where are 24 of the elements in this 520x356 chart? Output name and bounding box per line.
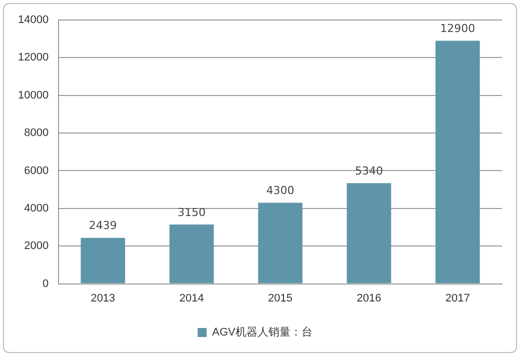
y-tick-label: 2000 [24, 240, 49, 252]
bar [258, 202, 302, 284]
y-tick-label: 14000 [18, 14, 49, 26]
bar [169, 224, 214, 284]
legend-label: AGV机器人销量：台 [212, 326, 312, 339]
x-tick-label: 2015 [268, 292, 293, 304]
x-tick-label: 2014 [179, 292, 204, 304]
y-tick-label: 8000 [24, 127, 49, 140]
bar [346, 183, 392, 284]
bar [80, 238, 126, 284]
y-tick-label: 10000 [18, 89, 49, 102]
y-tick-label: 0 [42, 278, 49, 290]
x-tick-label: 2016 [356, 292, 382, 304]
data-label: 3150 [178, 206, 206, 219]
y-tick-label: 6000 [24, 164, 49, 177]
y-tick-label: 12000 [18, 52, 49, 64]
data-label: 2439 [88, 219, 117, 232]
data-label: 5340 [354, 164, 383, 178]
x-tick-label: 2013 [90, 292, 116, 304]
x-tick-label: 2017 [445, 292, 470, 304]
data-label: 12900 [440, 22, 476, 36]
y-tick-label: 4000 [24, 202, 49, 214]
bar [435, 40, 480, 284]
data-label: 4300 [266, 184, 294, 198]
